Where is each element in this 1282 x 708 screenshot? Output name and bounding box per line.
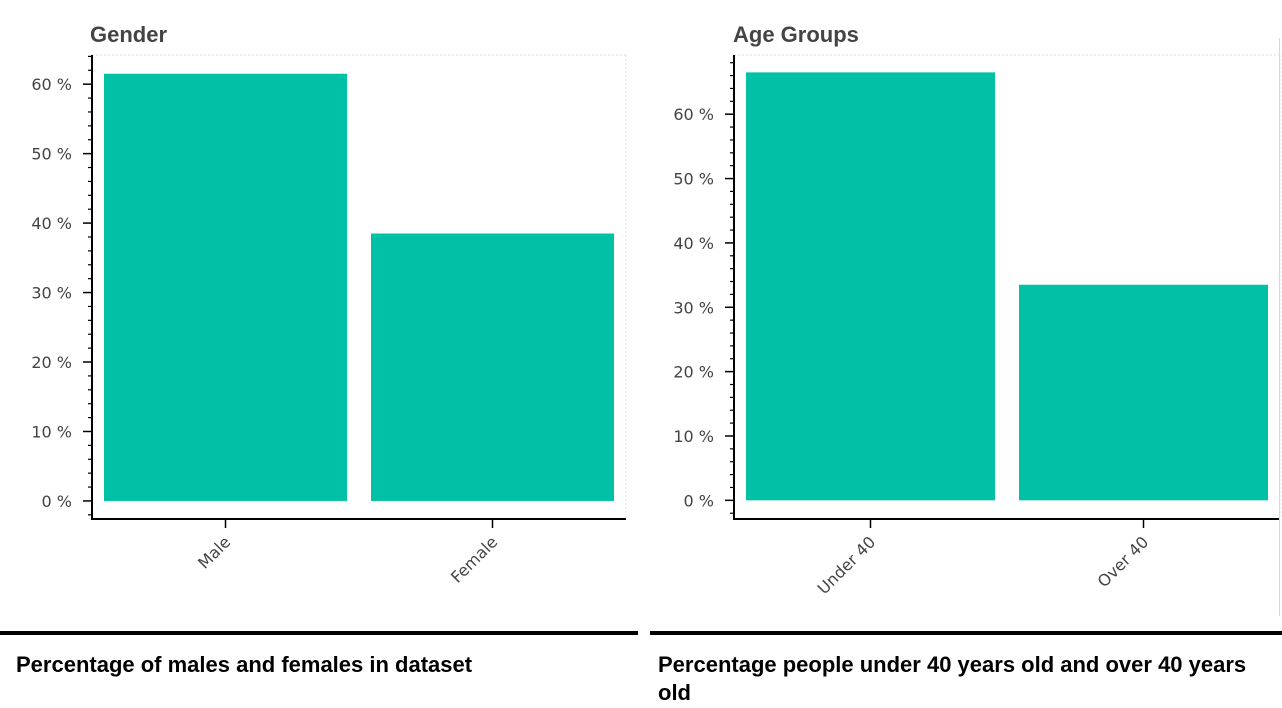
- chart-title: Age Groups: [733, 22, 859, 47]
- bar-male: [104, 73, 347, 501]
- x-tick-label: Female: [447, 532, 501, 586]
- x-tick-label: Under 40: [814, 532, 880, 598]
- y-tick-label: 30 %: [31, 284, 72, 303]
- gender-caption: Percentage of males and females in datas…: [16, 652, 473, 677]
- x-tick-label: Over 40: [1094, 532, 1153, 591]
- y-tick-label: 50 %: [31, 145, 72, 164]
- y-tick-label: 10 %: [673, 427, 714, 446]
- y-tick-label: 20 %: [673, 363, 714, 382]
- gender-chart: Gender 0 % 10 % 20 % 30 % 40 % 50 % 60 % Male Fem…: [31, 22, 627, 587]
- gender-divider: [0, 631, 638, 635]
- x-tick-label: Male: [194, 532, 234, 572]
- y-tick-label: 40 %: [673, 234, 714, 253]
- y-tick-label: 10 %: [31, 422, 72, 441]
- bar-over-40: [1019, 284, 1268, 501]
- age-groups-panel: Age Groups 0 % 10 % 20 % 30 % 40 % 50 % 60 % Und…: [642, 0, 1282, 708]
- y-tick-label: 0 %: [684, 491, 714, 510]
- chart-title: Gender: [90, 22, 167, 47]
- right-edge-line: [1279, 38, 1280, 616]
- y-tick-label: 20 %: [31, 353, 72, 372]
- bar-under-40: [746, 72, 995, 501]
- y-tick-label: 50 %: [673, 170, 714, 189]
- y-tick-label: 60 %: [31, 75, 72, 94]
- y-tick-label: 0 %: [42, 492, 72, 511]
- y-tick-label: 60 %: [673, 105, 714, 124]
- age-groups-divider: [650, 631, 1282, 635]
- bar-female: [371, 233, 614, 501]
- age-groups-caption: Percentage people under 40 years old and…: [658, 652, 1247, 705]
- y-tick-label: 30 %: [673, 298, 714, 317]
- y-tick-label: 40 %: [31, 214, 72, 233]
- age-groups-chart: Age Groups 0 % 10 % 20 % 30 % 40 % 50 % 60 % Und…: [673, 22, 1281, 598]
- gender-panel: Gender 0 % 10 % 20 % 30 % 40 % 50 % 60 % Male Fem…: [0, 0, 640, 708]
